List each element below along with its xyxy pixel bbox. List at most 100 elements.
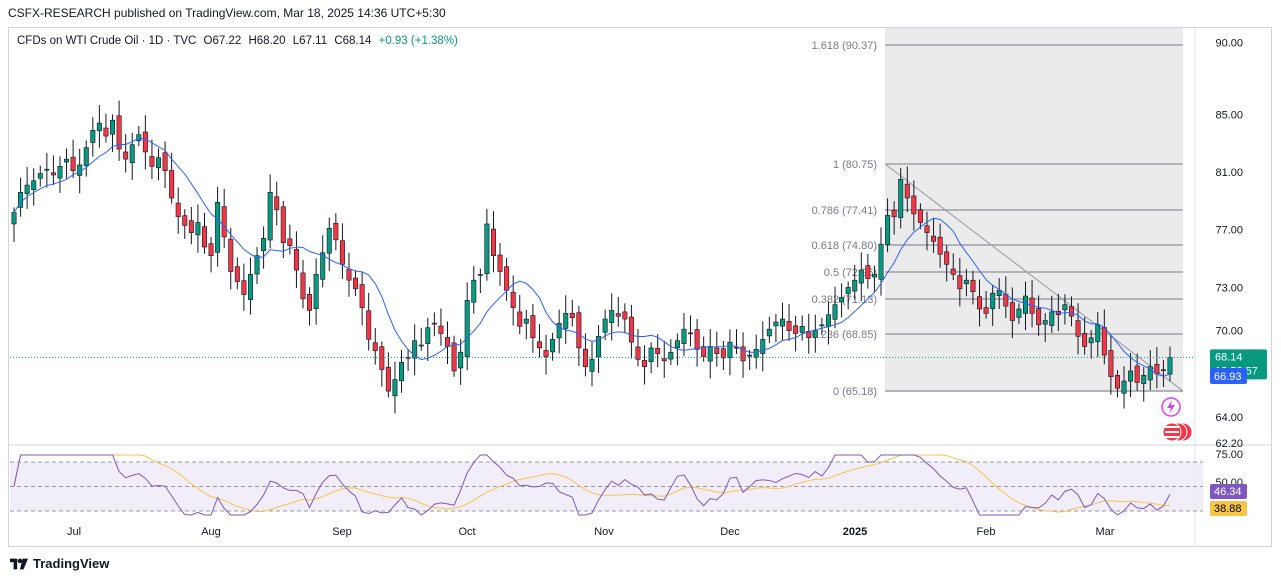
candle[interactable] xyxy=(845,281,851,310)
candle[interactable] xyxy=(950,253,956,281)
candle[interactable] xyxy=(1095,312,1101,358)
candle[interactable] xyxy=(635,329,641,367)
candle[interactable] xyxy=(451,335,457,377)
candle[interactable] xyxy=(523,309,529,340)
moving-average-line[interactable] xyxy=(13,137,1171,377)
candle[interactable] xyxy=(569,299,575,327)
candle[interactable] xyxy=(103,113,109,143)
candle[interactable] xyxy=(57,156,63,193)
candle[interactable] xyxy=(123,134,129,173)
rsi-ma-line[interactable] xyxy=(13,454,1171,513)
candle[interactable] xyxy=(208,237,214,273)
candle[interactable] xyxy=(799,315,805,341)
candle[interactable] xyxy=(44,152,50,188)
candle[interactable] xyxy=(162,141,168,189)
candle[interactable] xyxy=(175,187,181,234)
candle[interactable] xyxy=(839,283,845,318)
candle[interactable] xyxy=(307,287,313,326)
candle[interactable] xyxy=(24,167,30,209)
candle[interactable] xyxy=(911,180,917,231)
candle[interactable] xyxy=(300,259,306,309)
candle[interactable] xyxy=(293,231,299,289)
candle[interactable] xyxy=(576,306,582,366)
candle[interactable] xyxy=(37,165,43,187)
candle[interactable] xyxy=(477,268,483,294)
candle[interactable] xyxy=(1147,350,1153,391)
candle[interactable] xyxy=(628,304,634,359)
candle[interactable] xyxy=(773,313,779,343)
candle[interactable] xyxy=(234,257,240,290)
candle[interactable] xyxy=(681,313,687,356)
candle[interactable] xyxy=(425,317,431,361)
candle[interactable] xyxy=(96,105,102,148)
candle[interactable] xyxy=(944,245,950,282)
candle[interactable] xyxy=(760,321,766,372)
candle[interactable] xyxy=(661,340,667,378)
candle[interactable] xyxy=(504,257,510,301)
candle[interactable] xyxy=(904,166,910,213)
candle[interactable] xyxy=(156,148,162,181)
candle[interactable] xyxy=(977,279,983,327)
candle[interactable] xyxy=(339,223,345,279)
candle[interactable] xyxy=(642,345,648,385)
symbol-title[interactable]: CFDs on WTI Crude Oil · 1D · TVC xyxy=(17,35,197,47)
candle[interactable] xyxy=(720,340,726,371)
candle[interactable] xyxy=(149,139,155,180)
candle[interactable] xyxy=(438,308,444,346)
candle[interactable] xyxy=(517,294,523,335)
candle[interactable] xyxy=(64,148,70,179)
candle[interactable] xyxy=(484,208,490,281)
candle[interactable] xyxy=(458,339,464,385)
candle[interactable] xyxy=(747,349,753,370)
candle[interactable] xyxy=(379,341,385,387)
candle[interactable] xyxy=(556,309,562,354)
candle[interactable] xyxy=(983,290,989,319)
candle[interactable] xyxy=(18,177,24,217)
candle[interactable] xyxy=(1114,370,1120,398)
candle[interactable] xyxy=(694,319,700,367)
candle[interactable] xyxy=(589,341,595,387)
candle[interactable] xyxy=(832,286,838,329)
candle[interactable] xyxy=(464,282,470,371)
candle[interactable] xyxy=(418,327,424,351)
candle[interactable] xyxy=(622,303,628,334)
candle[interactable] xyxy=(793,315,799,352)
lightning-event-icon[interactable] xyxy=(1161,397,1181,417)
candle[interactable] xyxy=(261,226,267,269)
candle[interactable] xyxy=(241,263,247,311)
candle[interactable] xyxy=(707,329,713,379)
candle[interactable] xyxy=(733,329,739,355)
candle[interactable] xyxy=(931,218,937,253)
candle[interactable] xyxy=(996,278,1002,309)
candle[interactable] xyxy=(201,213,207,254)
candle[interactable] xyxy=(431,312,437,337)
candle[interactable] xyxy=(320,235,326,288)
candle[interactable] xyxy=(688,315,694,347)
rsi-line[interactable] xyxy=(13,454,1171,516)
candle[interactable] xyxy=(1075,303,1081,355)
candle[interactable] xyxy=(596,325,602,374)
candle[interactable] xyxy=(287,224,293,255)
candle[interactable] xyxy=(136,125,142,147)
candle[interactable] xyxy=(182,209,188,239)
candle[interactable] xyxy=(1016,303,1022,324)
candle[interactable] xyxy=(254,247,260,284)
candle[interactable] xyxy=(963,269,969,297)
candle[interactable] xyxy=(215,186,221,267)
tradingview-brand[interactable]: TradingView xyxy=(10,556,109,571)
candle[interactable] xyxy=(898,167,904,229)
candle[interactable] xyxy=(753,334,759,369)
candle[interactable] xyxy=(90,117,96,157)
candle[interactable] xyxy=(990,284,996,326)
candle[interactable] xyxy=(366,292,372,351)
candle[interactable] xyxy=(110,114,116,152)
candle[interactable] xyxy=(970,270,976,305)
candle[interactable] xyxy=(221,188,227,248)
candle[interactable] xyxy=(727,329,733,376)
candle[interactable] xyxy=(1022,281,1028,331)
candle[interactable] xyxy=(740,332,746,378)
candle[interactable] xyxy=(819,317,825,336)
candle[interactable] xyxy=(195,204,201,253)
candle[interactable] xyxy=(247,257,253,315)
